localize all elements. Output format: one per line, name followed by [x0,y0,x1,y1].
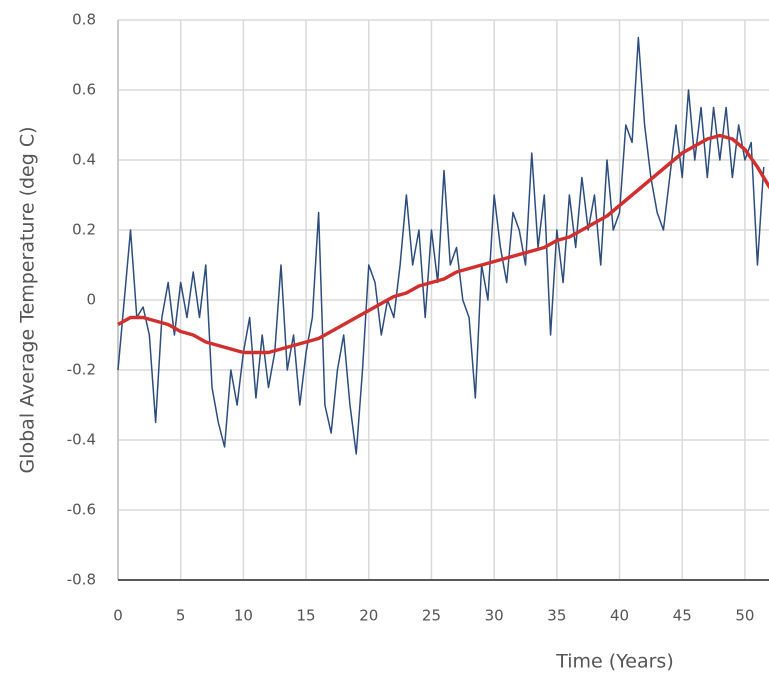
x-tick-label: 10 [234,607,253,625]
x-tick-label: 25 [422,607,441,625]
x-tick-label: 45 [673,607,692,625]
x-tick-label: 20 [359,607,378,625]
x-tick-label: 0 [113,607,123,625]
x-tick-label: 15 [297,607,316,625]
y-tick-label: -0.2 [67,361,96,379]
y-tick-label: -0.4 [67,431,96,449]
y-tick-label: 0.4 [72,151,96,169]
y-tick-label: 0.2 [72,221,96,239]
data-line [117,133,769,355]
x-tick-label: 35 [547,607,566,625]
data-line [117,36,765,455]
x-tick-label: 30 [485,607,504,625]
y-tick-label: 0.6 [72,81,96,99]
y-tick-label: 0.8 [72,11,96,29]
y-tick-label: -0.6 [67,501,96,519]
y-tick-label: 0 [86,291,96,309]
x-tick-label: 50 [735,607,754,625]
y-axis-label: Global Average Temperature (deg C) [17,126,39,473]
x-axis-label: Time (Years) [555,651,674,673]
x-tick-label: 5 [176,607,186,625]
y-tick-label: -0.8 [67,571,96,589]
x-tick-label: 40 [610,607,629,625]
